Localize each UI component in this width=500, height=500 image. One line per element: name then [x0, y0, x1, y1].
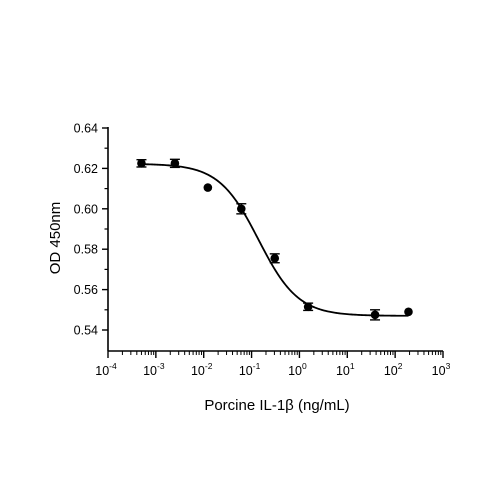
y-axis-title: OD 450nm — [47, 202, 64, 275]
data-points — [136, 158, 413, 321]
y-tick-label: 0.64 — [74, 122, 98, 136]
x-tick-label: 10-2 — [191, 361, 213, 378]
y-tick-label: 0.58 — [74, 243, 98, 257]
x-tick-label: 102 — [384, 361, 403, 378]
data-point — [137, 159, 146, 168]
ticks: 0.54 0.56 0.58 0.60 0.62 0.64 10-4 10-3 10-2 10-1… — [74, 122, 451, 379]
fit-curve — [141, 163, 409, 317]
y-tick-label: 0.54 — [74, 324, 98, 338]
data-point — [370, 310, 380, 320]
axes — [107, 127, 443, 352]
y-tick-label: 0.60 — [74, 202, 98, 216]
data-point — [303, 302, 313, 312]
x-tick-label: 10-4 — [95, 361, 117, 378]
data-point — [203, 183, 213, 192]
data-point — [270, 253, 280, 263]
y-tick-label: 0.62 — [74, 162, 98, 176]
y-tick-label: 0.56 — [74, 283, 98, 297]
data-point — [404, 307, 413, 317]
data-point — [236, 204, 246, 214]
data-point — [170, 159, 180, 168]
x-tick-label: 101 — [336, 361, 355, 378]
x-tick-label: 10-3 — [143, 361, 165, 378]
fit-line — [141, 163, 409, 317]
x-tick-label: 10-1 — [239, 361, 261, 378]
x-tick-label: 103 — [432, 361, 451, 378]
x-tick-label: 100 — [288, 361, 307, 378]
x-axis-title: Porcine IL-1β (ng/mL) — [204, 397, 349, 414]
